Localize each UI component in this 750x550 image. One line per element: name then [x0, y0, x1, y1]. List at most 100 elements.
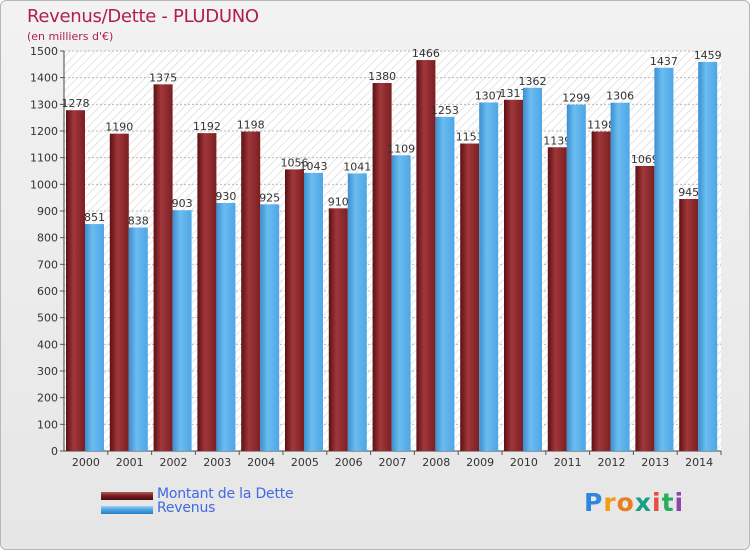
x-tick-label-2006: 2006 — [335, 456, 363, 469]
x-tick-label-2000: 2000 — [72, 456, 100, 469]
bar-dette-2013 — [635, 165, 655, 451]
bar-dette-2009 — [460, 143, 480, 452]
label-revenus-2003: 930 — [215, 190, 236, 203]
label-dette-2004: 1198 — [237, 119, 265, 132]
y-tick-label: 600 — [37, 285, 58, 298]
y-tick-label: 1200 — [30, 125, 58, 138]
bar-dette-2012 — [591, 131, 611, 452]
y-tick-label: 400 — [37, 338, 58, 351]
logo-letter: r — [603, 488, 617, 517]
bar-revenus-2007 — [391, 155, 411, 451]
label-revenus-2011: 1299 — [562, 92, 590, 105]
logo-letter: P — [584, 488, 604, 517]
y-tick-label: 200 — [37, 392, 58, 405]
label-revenus-2002: 903 — [172, 197, 193, 210]
label-dette-2007: 1380 — [368, 70, 396, 83]
x-tick-label-2013: 2013 — [641, 456, 669, 469]
legend-swatch-revenus — [101, 506, 153, 514]
logo-letter: i — [674, 488, 685, 517]
label-dette-2009: 1153 — [456, 131, 484, 144]
legend-label-dette: Montant de la Dette — [157, 486, 294, 502]
bar-revenus-2004 — [260, 204, 280, 451]
label-dette-2014: 945 — [678, 186, 699, 199]
label-revenus-2013: 1437 — [650, 55, 678, 68]
bar-dette-2003 — [197, 133, 217, 451]
label-revenus-2012: 1306 — [606, 90, 634, 103]
label-revenus-2004: 925 — [259, 191, 280, 204]
x-tick-label-2001: 2001 — [116, 456, 144, 469]
bar-revenus-2011 — [566, 104, 586, 451]
bar-dette-2006 — [328, 208, 348, 451]
bar-dette-2005 — [285, 169, 304, 451]
label-revenus-2008: 1253 — [431, 104, 459, 117]
bar-dette-2008 — [416, 60, 436, 452]
x-tick-label-2004: 2004 — [247, 456, 275, 469]
y-tick-label: 700 — [37, 258, 58, 271]
bar-revenus-2012 — [610, 102, 630, 451]
label-revenus-2014: 1459 — [694, 49, 722, 62]
bar-revenus-2014 — [698, 61, 718, 451]
y-tick-label: 0 — [51, 445, 58, 458]
y-tick-label: 1300 — [30, 98, 58, 111]
y-tick-label: 900 — [37, 205, 58, 218]
bar-revenus-2002 — [172, 210, 192, 451]
bar-revenus-2000 — [85, 224, 104, 451]
bar-revenus-2008 — [435, 116, 455, 451]
bar-dette-2002 — [153, 84, 173, 451]
y-tick-label: 1100 — [30, 152, 58, 165]
y-tick-label: 1000 — [30, 178, 58, 191]
proxiti-logo: Proxiti — [584, 488, 684, 517]
label-dette-2006: 910 — [328, 195, 349, 208]
x-tick-label-2002: 2002 — [160, 456, 188, 469]
legend-swatch-dette — [101, 492, 153, 500]
label-dette-2011: 1139 — [543, 134, 571, 147]
bar-revenus-2009 — [479, 102, 499, 451]
label-revenus-2000: 851 — [84, 211, 105, 224]
y-tick-label: 800 — [37, 232, 58, 245]
bar-dette-2001 — [109, 133, 129, 451]
label-revenus-2010: 1362 — [519, 75, 547, 88]
bar-dette-2007 — [372, 83, 392, 451]
bar-revenus-2003 — [216, 203, 236, 451]
label-dette-2008: 1466 — [412, 47, 440, 60]
bar-revenus-2013 — [654, 67, 674, 452]
label-dette-2001: 1190 — [105, 121, 133, 134]
y-tick-label: 1500 — [30, 45, 58, 58]
bar-revenus-2005 — [304, 172, 323, 451]
x-tick-label-2009: 2009 — [466, 456, 494, 469]
legend-label-revenus: Revenus — [157, 500, 216, 516]
bar-dette-2010 — [504, 99, 523, 452]
x-tick-label-2011: 2011 — [554, 456, 582, 469]
bar-revenus-2001 — [128, 227, 148, 451]
bar-dette-2004 — [241, 131, 261, 452]
label-dette-2012: 1198 — [587, 119, 615, 132]
y-tick-label: 100 — [37, 418, 58, 431]
x-tick-label-2003: 2003 — [203, 456, 231, 469]
x-tick-label-2007: 2007 — [379, 456, 407, 469]
chart-subtitle: (en milliers d'€) — [27, 30, 114, 43]
label-revenus-2007: 1109 — [387, 142, 415, 155]
y-tick-label: 300 — [37, 365, 58, 378]
label-revenus-2006: 1041 — [343, 160, 371, 173]
bar-dette-2000 — [66, 110, 85, 451]
label-revenus-2009: 1307 — [475, 89, 503, 102]
logo-letter: o — [616, 488, 635, 517]
label-dette-2005: 1056 — [281, 156, 309, 169]
logo-letter: t — [661, 488, 675, 517]
label-dette-2003: 1192 — [193, 120, 221, 133]
label-dette-2000: 1278 — [62, 97, 90, 110]
label-dette-2010: 1317 — [500, 87, 528, 100]
y-tick-label: 1400 — [30, 72, 58, 85]
chart-title: Revenus/Dette - PLUDUNO — [27, 6, 259, 27]
y-tick-label: 500 — [37, 312, 58, 325]
bar-dette-2014 — [679, 199, 699, 451]
x-tick-label-2008: 2008 — [422, 456, 450, 469]
label-revenus-2005: 1043 — [300, 160, 328, 173]
bar-revenus-2006 — [347, 173, 367, 451]
bar-dette-2011 — [547, 147, 567, 451]
x-tick-label-2010: 2010 — [510, 456, 538, 469]
label-revenus-2001: 838 — [128, 215, 149, 228]
logo-letter: i — [652, 488, 662, 517]
